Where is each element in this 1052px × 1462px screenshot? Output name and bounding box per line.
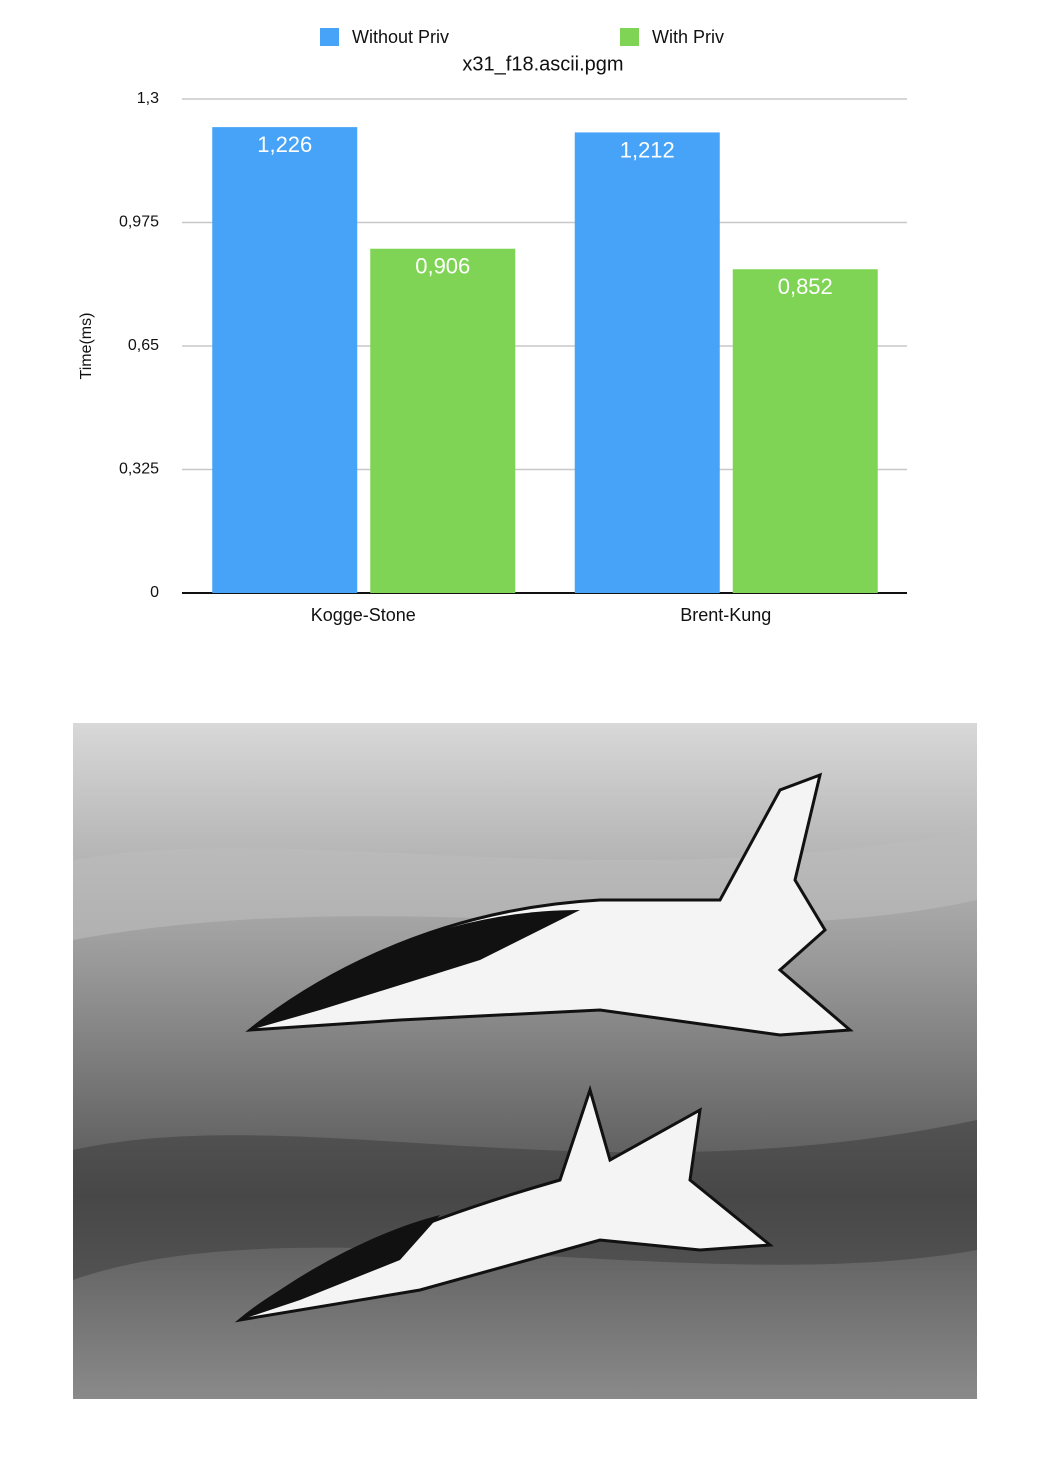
x-tick-label: Brent-Kung [680, 605, 771, 625]
y-tick-label: 1,3 [137, 90, 159, 107]
legend-label: Without Priv [352, 27, 449, 47]
bar [732, 269, 878, 593]
y-tick-label: 0 [150, 584, 159, 601]
bar [370, 248, 516, 593]
value-label: 1,212 [620, 137, 675, 162]
aircraft-nose [250, 910, 580, 1030]
aircraft-nose [240, 1215, 440, 1320]
y-tick-label: 0,325 [119, 461, 159, 478]
y-tick-label: 0,975 [119, 214, 159, 231]
bar [212, 127, 358, 594]
legend-swatch [320, 28, 339, 46]
legend-label: With Priv [652, 27, 724, 47]
chart-title: x31_f18.ascii.pgm [462, 53, 623, 75]
bar [574, 132, 720, 593]
value-label: 1,226 [257, 132, 312, 157]
photo [73, 723, 977, 1399]
legend-swatch [620, 28, 639, 46]
value-label: 0,906 [415, 254, 470, 279]
y-axis-label: Time(ms) [78, 313, 95, 380]
y-tick-label: 0,65 [128, 337, 159, 354]
photo-background [73, 723, 977, 1399]
x-tick-label: Kogge-Stone [311, 605, 416, 625]
value-label: 0,852 [778, 274, 833, 299]
